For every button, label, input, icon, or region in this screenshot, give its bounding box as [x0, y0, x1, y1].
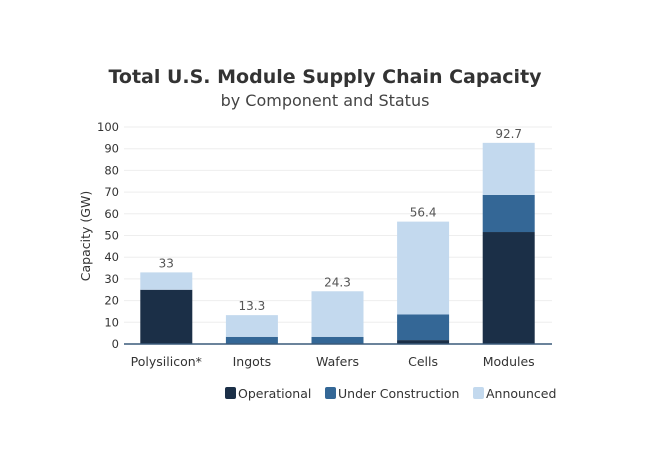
- legend-item-operational: Operational: [225, 386, 311, 401]
- total-labels: 33 13.3 24.3 56.4 92.7: [159, 127, 522, 313]
- y-tick-label: 70: [104, 185, 119, 199]
- legend-label: Operational: [238, 386, 311, 401]
- total-data-label: 92.7: [495, 127, 522, 141]
- legend-label: Announced: [486, 386, 556, 401]
- legend-item-under-construction: Under Construction: [325, 386, 459, 401]
- bar-modules-announced: [482, 142, 535, 195]
- bar-polysilicon-announced: [140, 272, 193, 290]
- bar-wafers-announced: [311, 291, 364, 337]
- y-tick-label: 80: [104, 163, 119, 177]
- legend: Operational Under Construction Announced: [225, 386, 556, 401]
- y-tick-label: 60: [104, 207, 119, 221]
- y-tick-label: 30: [104, 272, 119, 286]
- x-tick-label: Modules: [483, 354, 535, 369]
- y-tick-label: 50: [104, 229, 119, 243]
- x-tick-label: Cells: [408, 354, 438, 369]
- bar-cells-announced: [397, 221, 450, 315]
- y-tick-label: 20: [104, 294, 119, 308]
- bar-modules-operational: [482, 232, 535, 344]
- bar-modules-under-construction: [482, 194, 535, 233]
- y-tick-label: 0: [112, 337, 119, 351]
- chart-title: Total U.S. Module Supply Chain Capacity: [108, 66, 542, 88]
- y-tick-label: 10: [104, 315, 119, 329]
- bar-wafers-under-construction: [311, 336, 364, 344]
- bar-cells-operational: [397, 340, 450, 344]
- legend-swatch: [325, 387, 336, 399]
- legend-item-announced: Announced: [473, 386, 556, 401]
- bar-polysilicon-operational: [140, 289, 193, 344]
- total-data-label: 56.4: [410, 206, 437, 220]
- bar-cells-under-construction: [397, 314, 450, 341]
- y-tick-label: 40: [104, 250, 119, 264]
- total-data-label: 24.3: [324, 275, 351, 289]
- bar-ingots-announced: [225, 315, 278, 337]
- bars: [140, 142, 535, 344]
- y-tick-label: 90: [104, 142, 119, 156]
- x-tick-label: Ingots: [233, 354, 272, 369]
- y-axis-label: Capacity (GW): [78, 191, 93, 281]
- bar-ingots-under-construction: [225, 336, 278, 344]
- y-tick-label: 100: [97, 120, 119, 134]
- chart-subtitle: by Component and Status: [221, 91, 430, 110]
- x-tick-label: Polysilicon*: [131, 354, 202, 369]
- gridlines: [124, 126, 552, 323]
- total-data-label: 33: [159, 256, 174, 270]
- legend-swatch: [225, 387, 236, 399]
- x-tick-label: Wafers: [316, 354, 359, 369]
- legend-swatch: [473, 387, 484, 399]
- y-axis-ticks: 0 10 20 30 40 50 60 70 80 90 100: [97, 120, 119, 351]
- total-data-label: 13.3: [239, 299, 266, 313]
- x-axis-ticks: Polysilicon* Ingots Wafers Cells Modules: [131, 354, 535, 369]
- legend-label: Under Construction: [338, 386, 459, 401]
